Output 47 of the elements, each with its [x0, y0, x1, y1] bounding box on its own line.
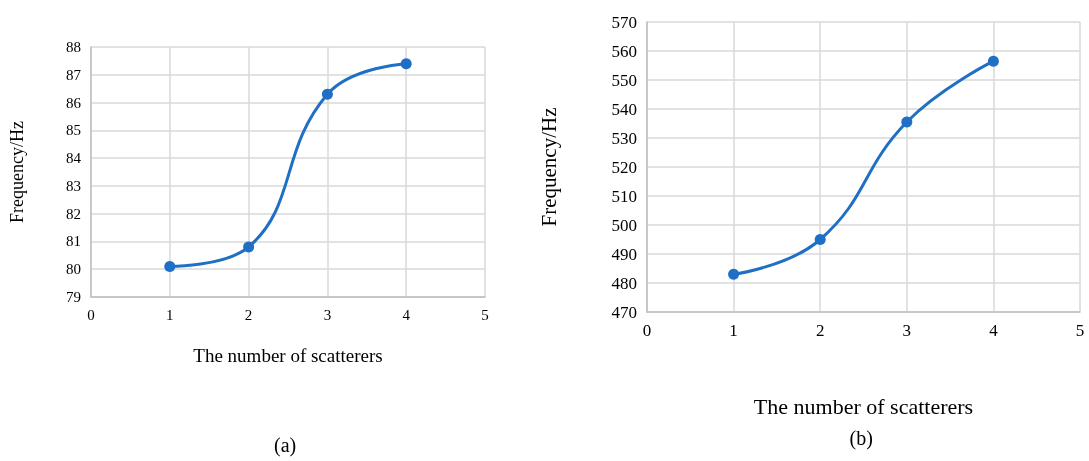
y-tick-label: 540: [611, 99, 637, 119]
x-tick-label: 5: [1075, 321, 1085, 340]
y-tick-label: 530: [611, 128, 637, 148]
y-axis-title: Frequency/Hz: [7, 121, 27, 223]
y-tick-label: 86: [66, 94, 82, 111]
y-tick-label: 570: [611, 12, 637, 32]
y-axis-title: Frequency/Hz: [536, 107, 561, 227]
y-tick-label: 87: [66, 66, 82, 83]
point: [901, 116, 913, 128]
x-tick-label: 5: [481, 306, 489, 323]
x-tick-label: 4: [402, 306, 411, 323]
y-tick-label: 82: [66, 205, 81, 222]
y-tick-label: 470: [611, 302, 637, 322]
text: (a): [274, 434, 297, 457]
point: [814, 234, 826, 245]
point: [728, 268, 740, 280]
point: [164, 260, 176, 272]
y-tick-label: 81: [66, 233, 81, 250]
y-tick-label: 480: [611, 273, 637, 293]
y-tick-label: 88: [66, 39, 81, 55]
y-tick-label: 84: [66, 150, 82, 167]
x-tick-label: 3: [902, 321, 912, 340]
y-tick-label: 83: [66, 177, 81, 194]
x-tick-label: 0: [642, 321, 652, 340]
text: (b): [849, 427, 873, 450]
y-tick-label: 550: [611, 70, 637, 90]
x-tick-label: 0: [87, 306, 95, 323]
x-tick-label: 1: [729, 321, 738, 340]
y-tick-label: 520: [611, 157, 637, 177]
x-tick-label: 2: [815, 321, 825, 340]
y-tick-label: 80: [66, 261, 81, 278]
y-tick-label: 510: [611, 186, 637, 206]
x-tick-label: 4: [989, 321, 999, 340]
x-tick-label: 3: [323, 306, 332, 323]
point: [321, 88, 333, 100]
x-tick-label: 1: [166, 306, 174, 323]
x-axis-title: The number of scatterers: [193, 345, 383, 366]
x-tick-label: 2: [244, 306, 253, 323]
point: [987, 55, 999, 67]
y-tick-label: 85: [66, 122, 81, 139]
y-tick-label: 490: [611, 244, 637, 264]
y-tick-label: 560: [611, 41, 637, 61]
x-axis-title: The number of scatterers: [753, 393, 974, 419]
point: [400, 58, 412, 70]
y-tick-label: 79: [66, 289, 81, 305]
point: [243, 241, 255, 253]
y-tick-label: 500: [611, 215, 637, 235]
